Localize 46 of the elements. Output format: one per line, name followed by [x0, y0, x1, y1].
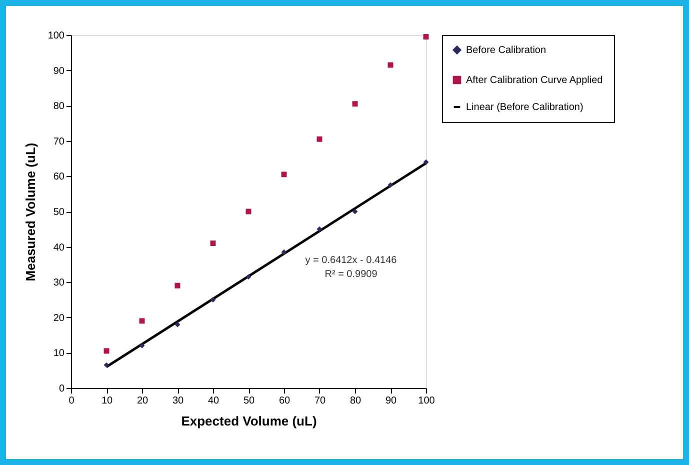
y-tick-label: 40	[53, 242, 65, 254]
y-tick-label: 70	[53, 136, 65, 148]
point	[281, 172, 287, 178]
y-tick-label: 0	[58, 384, 65, 394]
y-tick-label: 10	[53, 348, 65, 360]
x-tick-label: 60	[278, 396, 290, 406]
point	[423, 34, 429, 40]
x-tick-label: 80	[350, 396, 362, 406]
y-tick-label: 30	[53, 278, 65, 289]
x-tick-label: 90	[385, 396, 397, 406]
point	[104, 362, 110, 368]
y-tick-label: 20	[53, 312, 65, 324]
annotation: y = 0.6412x - 0.4146	[305, 255, 398, 266]
x-tick-label: 40	[208, 396, 220, 406]
y-tick-label: 90	[53, 66, 65, 77]
y-tick-label: 60	[53, 172, 65, 183]
legend-label: After Calibration Curve Applied	[466, 75, 603, 86]
legend-label: Before Calibration	[466, 45, 546, 56]
y-tick-label: 100	[48, 30, 65, 42]
x-tick-label: 70	[314, 396, 326, 406]
legend-label: Linear (Before Calibration)	[466, 102, 584, 113]
annotation: R² = 0.9909	[324, 269, 378, 280]
point	[316, 136, 322, 142]
y-axis-title: Measured Volume (uL)	[22, 142, 38, 282]
point	[388, 182, 394, 188]
point	[139, 342, 145, 348]
point	[281, 249, 287, 255]
x-tick-label: 100	[418, 396, 436, 406]
point	[246, 274, 252, 280]
point	[316, 226, 322, 232]
point	[104, 348, 110, 354]
x-axis-title: Expected Volume (uL)	[181, 414, 317, 428]
x-tick-label: 0	[68, 396, 75, 406]
x-tick-label: 30	[172, 396, 184, 406]
point	[174, 322, 180, 328]
y-tick-label: 80	[53, 101, 65, 112]
x-tick-label: 20	[136, 396, 148, 406]
point	[210, 240, 216, 246]
point	[352, 101, 358, 107]
point	[174, 282, 180, 288]
x-tick-label: 10	[101, 396, 113, 406]
y-tick-label: 50	[53, 207, 65, 218]
x-tick-label: 50	[243, 396, 255, 406]
point	[139, 318, 145, 324]
point	[423, 159, 429, 165]
point	[352, 208, 358, 214]
